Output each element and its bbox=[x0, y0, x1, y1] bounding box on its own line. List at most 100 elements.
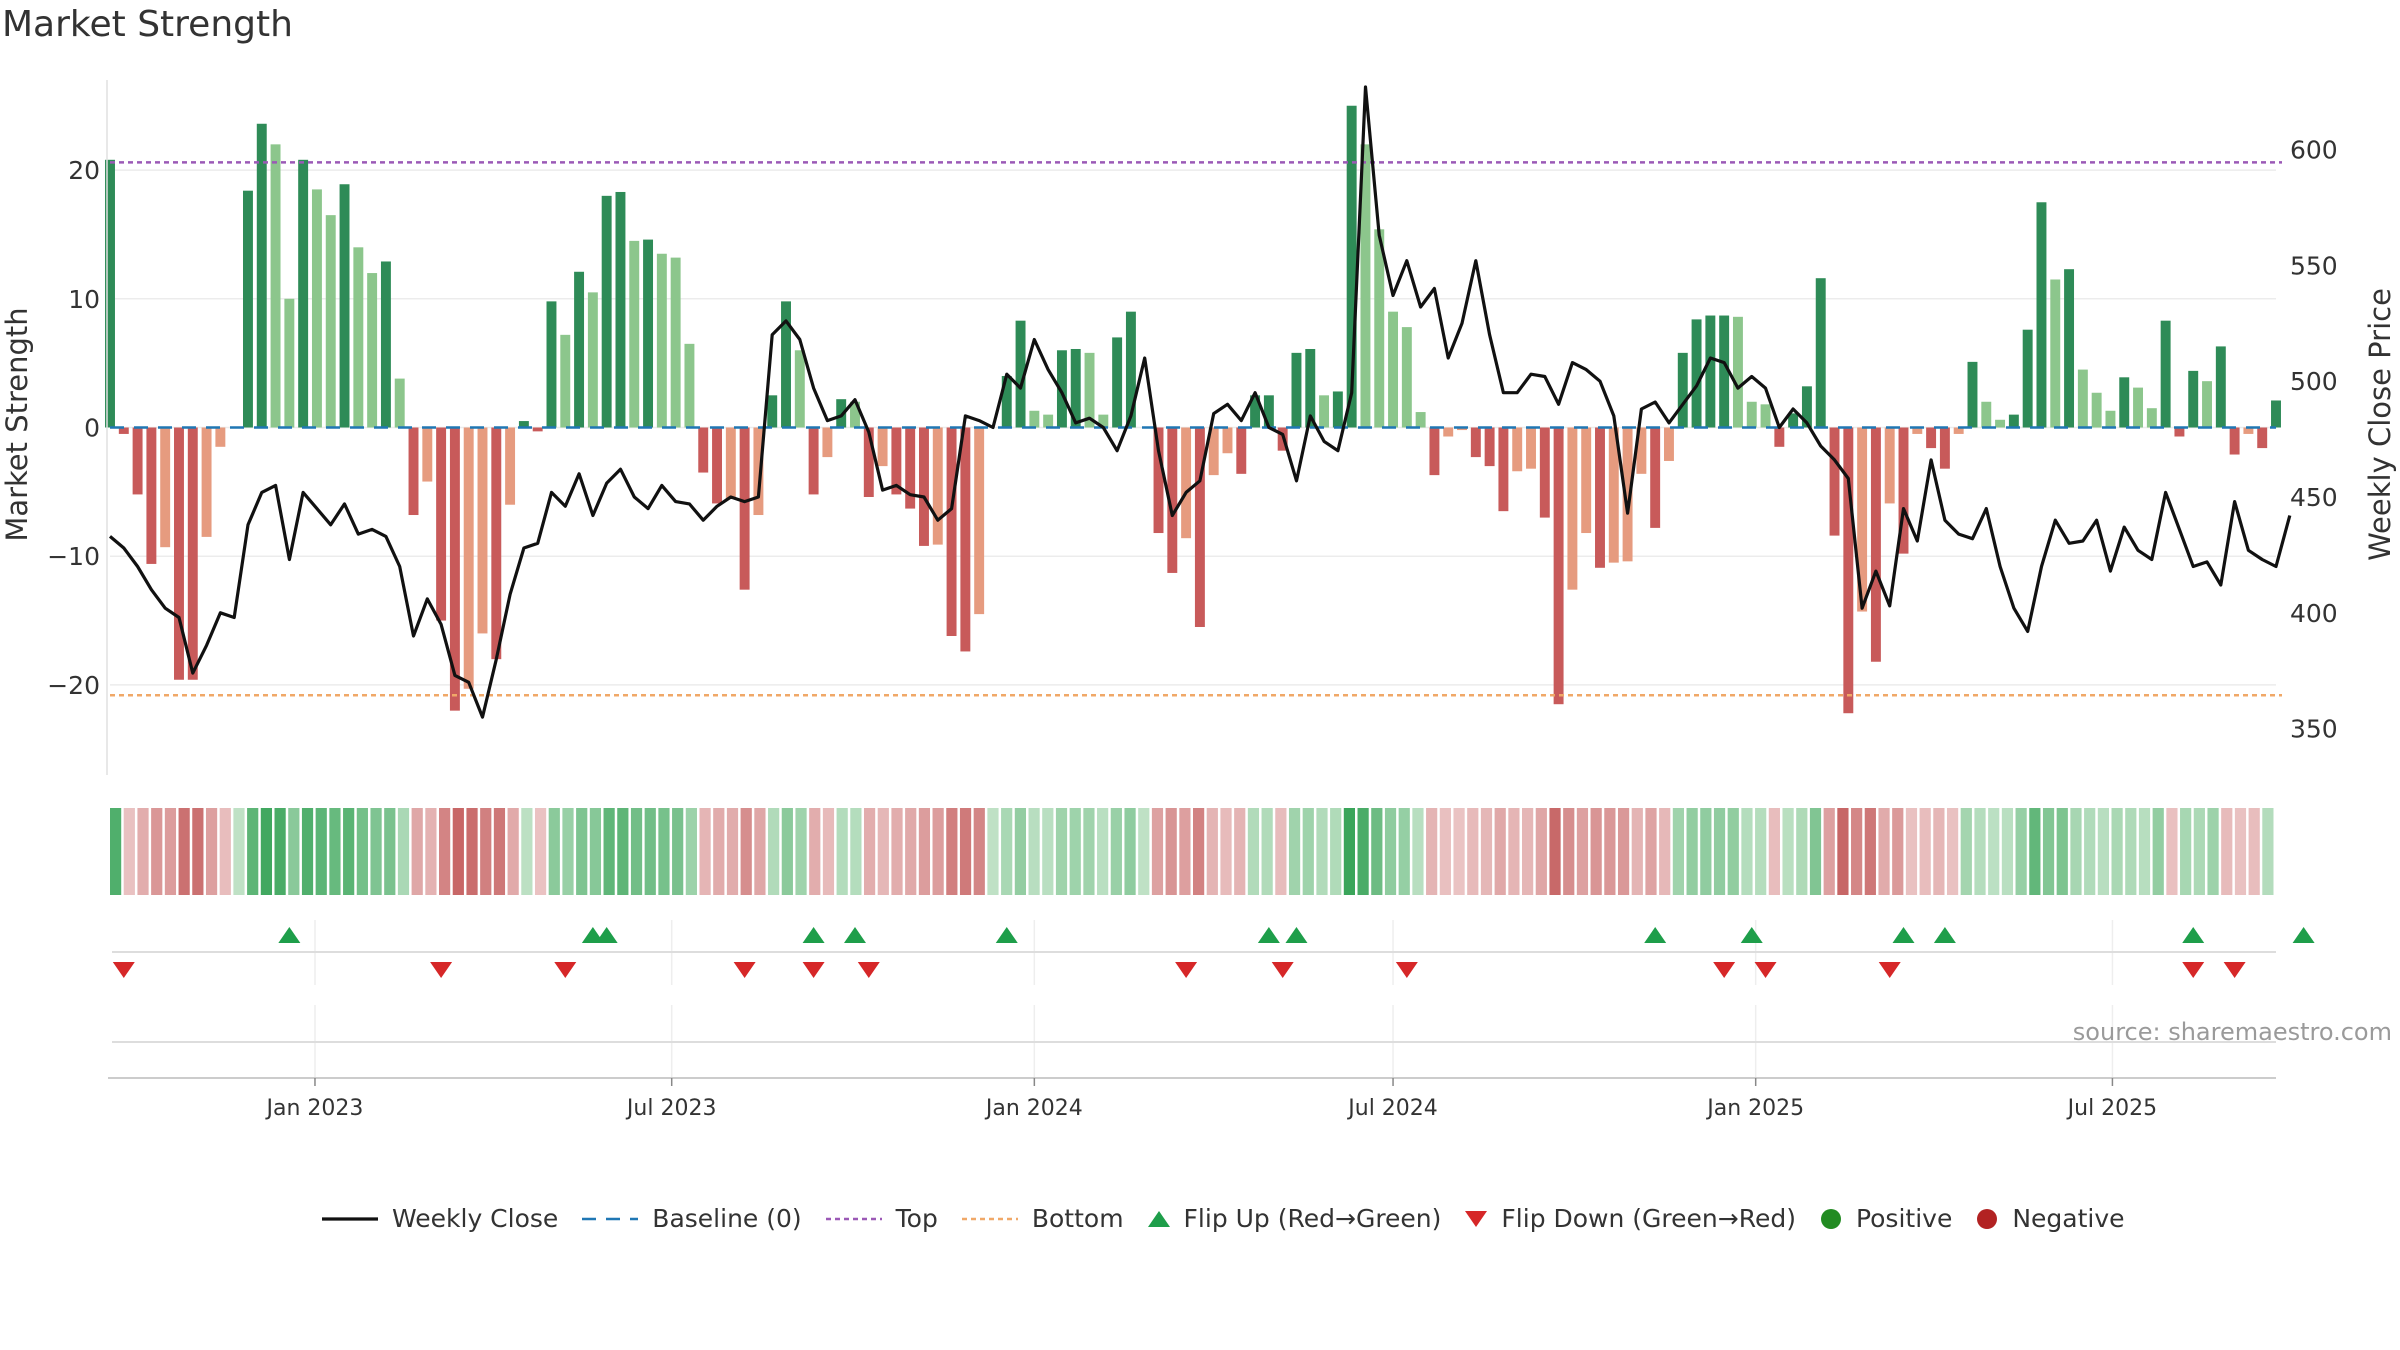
heat-cell bbox=[1782, 808, 1794, 895]
y2-tick-label: 450 bbox=[2290, 483, 2338, 512]
heat-cell bbox=[329, 808, 341, 895]
strength-bar bbox=[2229, 427, 2240, 455]
heat-cell bbox=[1055, 808, 1068, 895]
strength-bar bbox=[684, 343, 695, 428]
strength-bar bbox=[1691, 319, 1702, 428]
heat-cell bbox=[1700, 808, 1712, 895]
strength-bar bbox=[2215, 346, 2226, 428]
heat-cell bbox=[2262, 808, 2274, 895]
flip-up-marker bbox=[1285, 927, 1308, 943]
strength-bar bbox=[1746, 401, 1757, 428]
heat-cell bbox=[1453, 808, 1465, 895]
strength-bar bbox=[2257, 427, 2268, 449]
heat-cell bbox=[288, 808, 300, 895]
chart-title: Market Strength bbox=[2, 4, 293, 45]
heat-cell bbox=[2029, 808, 2041, 895]
strength-bar bbox=[2202, 381, 2212, 428]
heat-cell bbox=[1069, 808, 1081, 895]
y2-tick-label: 350 bbox=[2290, 715, 2338, 744]
heat-cell bbox=[1659, 808, 1671, 895]
strength-bar bbox=[2077, 369, 2088, 428]
flip-up-marker bbox=[595, 927, 618, 943]
y-tick-label: −20 bbox=[47, 671, 100, 700]
heat-cell bbox=[110, 808, 122, 895]
heat-cell bbox=[2166, 808, 2178, 895]
strength-bar bbox=[201, 427, 212, 537]
heat-cell bbox=[2221, 808, 2233, 895]
legend-item-flip-down: Flip Down (Green→Red) bbox=[1463, 1204, 1796, 1233]
heat-cell bbox=[1206, 808, 1218, 895]
flip-up-marker bbox=[2182, 927, 2205, 943]
strength-bar bbox=[850, 401, 860, 428]
heat-cell bbox=[1919, 808, 1931, 895]
flip-down-marker bbox=[430, 962, 453, 978]
legend-positive bbox=[1820, 1208, 1841, 1229]
strength-bar bbox=[353, 247, 364, 428]
strength-bar bbox=[1553, 427, 1564, 705]
heat-cell bbox=[754, 808, 766, 895]
strength-bar bbox=[739, 427, 750, 590]
heat-cell bbox=[1741, 808, 1753, 895]
strength-bar bbox=[2022, 329, 2033, 428]
strength-bar bbox=[1995, 419, 2006, 428]
heat-cell bbox=[1014, 808, 1026, 895]
x-tick-label: Jan 2024 bbox=[984, 1096, 1083, 1121]
heat-cell bbox=[1110, 808, 1122, 895]
heat-cell bbox=[1768, 808, 1780, 895]
heat-cell bbox=[2097, 808, 2109, 895]
strength-bar bbox=[1608, 427, 1619, 563]
strength-bar bbox=[1167, 427, 1178, 573]
legend-item-bottom: Bottom bbox=[960, 1204, 1124, 1233]
strength-bar bbox=[877, 427, 888, 467]
heat-cell bbox=[2207, 808, 2219, 895]
weekly-close-line bbox=[108, 85, 2292, 719]
strength-bar bbox=[1415, 412, 1426, 428]
heat-cell bbox=[781, 808, 793, 895]
heat-cell bbox=[1001, 808, 1013, 895]
heat-cell bbox=[1398, 808, 1410, 895]
y2-tick-label: 400 bbox=[2290, 599, 2338, 628]
strength-bar bbox=[1250, 395, 1261, 428]
heat-cell bbox=[658, 808, 670, 895]
heat-cell bbox=[315, 808, 327, 895]
strength-bar bbox=[767, 395, 778, 428]
heat-cell bbox=[2138, 808, 2151, 895]
strength-bar bbox=[284, 298, 295, 428]
heat-cell bbox=[2125, 808, 2137, 895]
heat-cell bbox=[1193, 808, 1205, 895]
strength-bar bbox=[946, 427, 957, 636]
strength-bar bbox=[339, 184, 350, 428]
legend-label: Flip Down (Green→Red) bbox=[1501, 1204, 1796, 1233]
strength-bar bbox=[1374, 229, 1385, 428]
heat-cell bbox=[1892, 808, 1904, 895]
heat-cell bbox=[1028, 808, 1040, 895]
heat-cell bbox=[617, 808, 629, 895]
strength-bar bbox=[1291, 352, 1302, 428]
strength-bar bbox=[1677, 352, 1688, 428]
strength-bar bbox=[463, 427, 474, 689]
heat-cell bbox=[411, 808, 423, 895]
legend-label: Bottom bbox=[1031, 1204, 1124, 1233]
strength-bar bbox=[822, 427, 833, 458]
strength-bar bbox=[725, 427, 736, 499]
heat-cell bbox=[1480, 808, 1493, 895]
flip-down-marker bbox=[733, 962, 756, 978]
heat-cell bbox=[1330, 808, 1342, 895]
y2-tick-label: 500 bbox=[2290, 367, 2338, 396]
heat-cell bbox=[1563, 808, 1575, 895]
heat-cell bbox=[1809, 808, 1822, 895]
strength-bar bbox=[1815, 278, 1826, 428]
flip-up-marker bbox=[1892, 927, 1915, 943]
heat-cell bbox=[247, 808, 259, 895]
heat-cell bbox=[493, 808, 506, 895]
heat-cell bbox=[1371, 808, 1383, 895]
strength-bar bbox=[1401, 327, 1412, 428]
y-tick-label: 0 bbox=[84, 414, 100, 443]
heat-cell bbox=[1426, 808, 1438, 895]
flip-up-marker bbox=[995, 927, 1018, 943]
heat-cell bbox=[836, 808, 848, 895]
strength-bar bbox=[1926, 427, 1937, 449]
strength-bar bbox=[477, 427, 488, 634]
legend-label: Positive bbox=[1855, 1204, 1953, 1233]
flip-down-marker bbox=[1878, 962, 1901, 978]
